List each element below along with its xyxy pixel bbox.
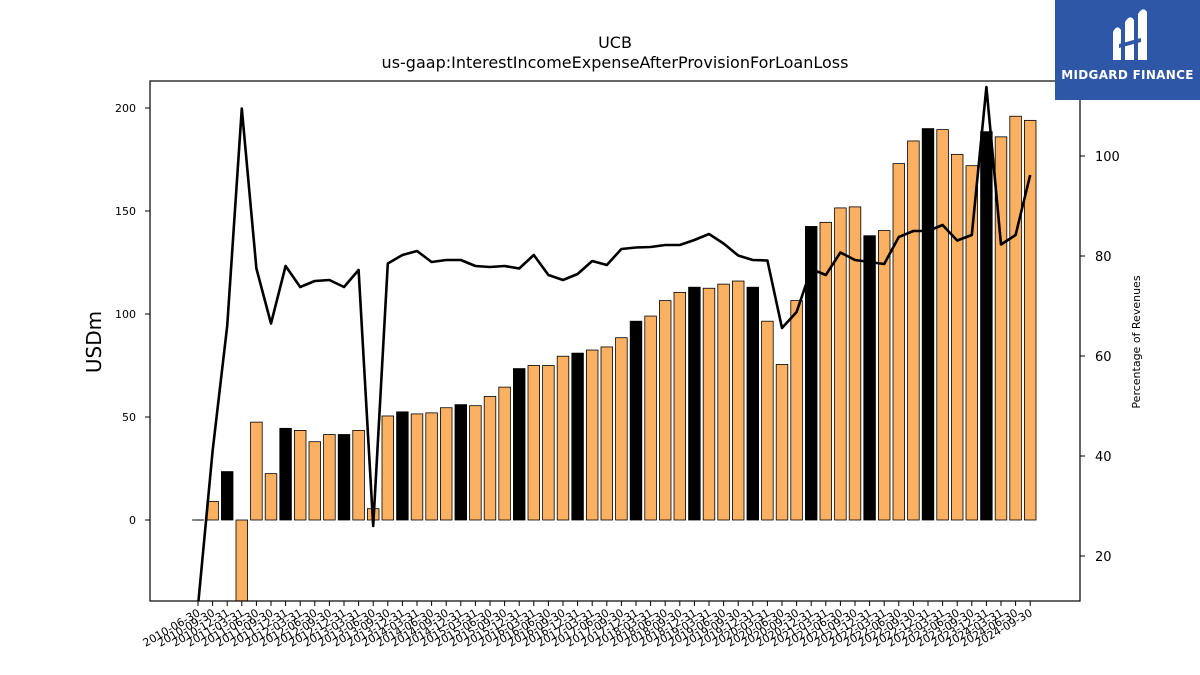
bar xyxy=(556,355,570,521)
bar xyxy=(980,131,993,521)
y2-tick-label: 40 xyxy=(1095,450,1112,465)
bar xyxy=(659,300,672,521)
bar xyxy=(571,352,584,521)
y2-tick-label: 60 xyxy=(1095,350,1112,365)
y2-tick-label: 100 xyxy=(1095,150,1120,165)
bar xyxy=(878,230,891,521)
bar xyxy=(775,364,789,521)
bar xyxy=(293,429,307,521)
bar xyxy=(746,286,760,521)
bar xyxy=(1009,115,1022,521)
bar xyxy=(892,163,906,521)
bar xyxy=(483,395,497,521)
bar xyxy=(513,368,526,521)
chart-subtitle: us-gaap:InterestIncomeExpenseAfterProvis… xyxy=(381,53,849,72)
bar xyxy=(498,386,511,521)
bar xyxy=(673,291,687,521)
brand-name: MIDGARD FINANCE xyxy=(1061,68,1194,82)
bar xyxy=(848,206,862,521)
bar xyxy=(936,129,949,521)
bar xyxy=(761,320,774,521)
bar xyxy=(615,337,628,521)
y-axis-label: USDm xyxy=(82,311,106,373)
bar xyxy=(863,235,876,521)
bar xyxy=(235,519,249,601)
y-tick-label: 50 xyxy=(122,411,136,424)
bar xyxy=(717,283,730,521)
bar xyxy=(790,300,803,521)
plot-frame xyxy=(149,80,1081,602)
bar xyxy=(410,413,424,521)
bar xyxy=(337,434,351,521)
percentage-line xyxy=(197,85,1032,601)
bar xyxy=(381,415,395,521)
bar xyxy=(1024,119,1037,521)
y-axis-left: 0 50 100 150 200 xyxy=(115,102,150,527)
bar xyxy=(644,315,657,521)
bar-series xyxy=(192,115,1037,601)
bar xyxy=(834,207,847,521)
bar xyxy=(454,404,468,521)
y-tick-label: 150 xyxy=(115,205,136,218)
bar xyxy=(951,153,964,521)
bar xyxy=(264,473,278,521)
bar xyxy=(600,346,614,521)
bar xyxy=(396,411,409,521)
brand-logo: MIDGARD FINANCE xyxy=(1055,0,1200,100)
bar xyxy=(352,429,365,521)
bar xyxy=(469,405,482,521)
bar xyxy=(907,140,920,521)
bar xyxy=(688,286,701,521)
x-axis: 2010-06-302010-09-302010-12-312011-03-31… xyxy=(141,601,1035,650)
bar xyxy=(965,165,979,521)
bar xyxy=(323,434,336,521)
bar xyxy=(527,365,541,521)
bar xyxy=(702,287,716,521)
y2-tick-label: 20 xyxy=(1095,550,1112,565)
bar xyxy=(439,407,453,521)
bar xyxy=(732,280,745,521)
bar xyxy=(586,349,599,521)
y-tick-label: 100 xyxy=(115,308,136,321)
bar xyxy=(250,421,263,521)
y2-tick-label: 80 xyxy=(1095,250,1112,265)
y2-axis-label: Percentage of Revenues xyxy=(1130,275,1143,408)
y-tick-label: 200 xyxy=(115,102,136,115)
bar xyxy=(542,365,555,521)
bar xyxy=(805,226,818,521)
chart-title: UCB xyxy=(598,33,632,52)
bar xyxy=(308,441,322,521)
y-tick-label: 0 xyxy=(129,514,136,527)
bar xyxy=(994,136,1008,521)
y-axis-right: 20 40 60 80 100 xyxy=(1080,150,1120,565)
midgard-logo-icon xyxy=(1113,9,1147,60)
bar xyxy=(921,128,935,521)
bar xyxy=(629,320,643,521)
bar xyxy=(819,221,833,521)
plot-border xyxy=(149,80,1081,602)
bar xyxy=(220,471,234,521)
bar xyxy=(279,427,292,521)
bar xyxy=(425,412,438,521)
